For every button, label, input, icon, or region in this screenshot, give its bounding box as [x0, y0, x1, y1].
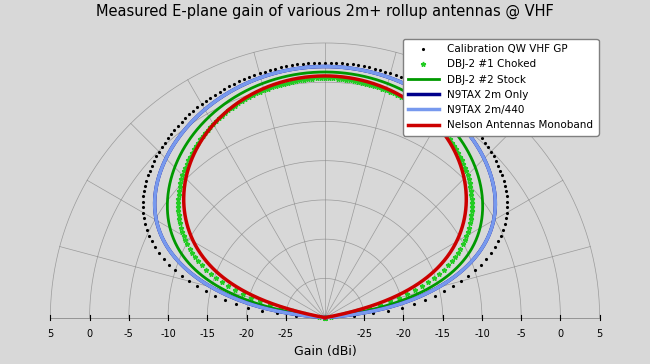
Calibration QW VHF GP: [250, 73, 258, 77]
Text: -15: -15: [435, 329, 450, 339]
Text: -5: -5: [516, 329, 526, 339]
Text: -20: -20: [239, 329, 254, 339]
Text: -10: -10: [160, 329, 176, 339]
Nelson Antennas Monoband: [321, 316, 329, 320]
Text: -25: -25: [356, 329, 372, 339]
N9TAX 2m/440: [321, 316, 329, 320]
Title: Measured E-plane gain of various 2m+ rollup antennas @ VHF: Measured E-plane gain of various 2m+ rol…: [96, 4, 554, 19]
DBJ-2 #2 Stock: [321, 316, 329, 320]
N9TAX 2m Only: [476, 148, 484, 153]
N9TAX 2m/440: [321, 316, 329, 320]
N9TAX 2m Only: [321, 64, 329, 69]
Nelson Antennas Monoband: [458, 167, 466, 172]
Nelson Antennas Monoband: [255, 88, 263, 93]
DBJ-2 #1 Choked: [199, 134, 207, 138]
Text: -25: -25: [278, 329, 294, 339]
Line: N9TAX 2m Only: N9TAX 2m Only: [155, 67, 495, 318]
Calibration QW VHF GP: [328, 60, 335, 65]
DBJ-2 #1 Choked: [321, 76, 329, 80]
DBJ-2 #1 Choked: [328, 76, 335, 80]
DBJ-2 #2 Stock: [194, 127, 202, 131]
Text: 5: 5: [597, 329, 603, 339]
N9TAX 2m/440: [328, 64, 335, 69]
Line: Calibration QW VHF GP: Calibration QW VHF GP: [141, 61, 509, 319]
N9TAX 2m/440: [188, 119, 196, 123]
Nelson Antennas Monoband: [200, 135, 207, 139]
Line: DBJ-2 #2 Stock: DBJ-2 #2 Stock: [167, 72, 483, 318]
N9TAX 2m Only: [488, 178, 496, 182]
N9TAX 2m Only: [188, 119, 196, 123]
Text: -5: -5: [124, 329, 134, 339]
Text: -15: -15: [200, 329, 215, 339]
Nelson Antennas Monoband: [328, 74, 335, 78]
N9TAX 2m/440: [200, 280, 207, 284]
N9TAX 2m/440: [252, 77, 259, 82]
Legend: Calibration QW VHF GP, DBJ-2 #1 Choked, DBJ-2 #2 Stock, N9TAX 2m Only, N9TAX 2m/: Calibration QW VHF GP, DBJ-2 #1 Choked, …: [402, 39, 599, 135]
DBJ-2 #1 Choked: [237, 291, 244, 295]
DBJ-2 #2 Stock: [468, 157, 476, 161]
N9TAX 2m/440: [488, 178, 496, 182]
DBJ-2 #1 Choked: [321, 316, 329, 320]
Nelson Antennas Monoband: [321, 74, 329, 78]
N9TAX 2m Only: [328, 64, 335, 69]
Calibration QW VHF GP: [178, 274, 186, 278]
Text: Gain (dBi): Gain (dBi): [294, 345, 356, 358]
Line: DBJ-2 #1 Choked: DBJ-2 #1 Choked: [176, 76, 474, 320]
DBJ-2 #2 Stock: [328, 70, 335, 74]
N9TAX 2m Only: [200, 280, 207, 284]
Nelson Antennas Monoband: [255, 296, 263, 300]
Calibration QW VHF GP: [321, 316, 329, 320]
Calibration QW VHF GP: [482, 141, 490, 146]
DBJ-2 #2 Stock: [321, 316, 329, 320]
DBJ-2 #2 Stock: [254, 83, 261, 88]
Text: 5: 5: [47, 329, 53, 339]
Nelson Antennas Monoband: [462, 199, 470, 203]
Text: -10: -10: [474, 329, 490, 339]
DBJ-2 #2 Stock: [477, 187, 485, 191]
DBJ-2 #2 Stock: [321, 70, 329, 74]
Calibration QW VHF GP: [185, 113, 192, 117]
Calibration QW VHF GP: [321, 60, 329, 65]
N9TAX 2m/440: [321, 64, 329, 69]
DBJ-2 #1 Choked: [255, 90, 263, 94]
DBJ-2 #1 Choked: [321, 316, 329, 320]
DBJ-2 #1 Choked: [468, 195, 476, 199]
N9TAX 2m Only: [321, 316, 329, 320]
Text: 0: 0: [557, 329, 564, 339]
Text: -20: -20: [396, 329, 411, 339]
Nelson Antennas Monoband: [321, 316, 329, 320]
N9TAX 2m/440: [476, 148, 484, 153]
N9TAX 2m Only: [252, 77, 259, 82]
DBJ-2 #1 Choked: [461, 165, 469, 169]
Text: 0: 0: [86, 329, 93, 339]
Line: N9TAX 2m/440: N9TAX 2m/440: [155, 67, 495, 318]
N9TAX 2m Only: [321, 316, 329, 320]
Line: Nelson Antennas Monoband: Nelson Antennas Monoband: [184, 76, 466, 318]
DBJ-2 #2 Stock: [214, 284, 222, 289]
Calibration QW VHF GP: [497, 170, 505, 175]
Calibration QW VHF GP: [321, 316, 329, 320]
